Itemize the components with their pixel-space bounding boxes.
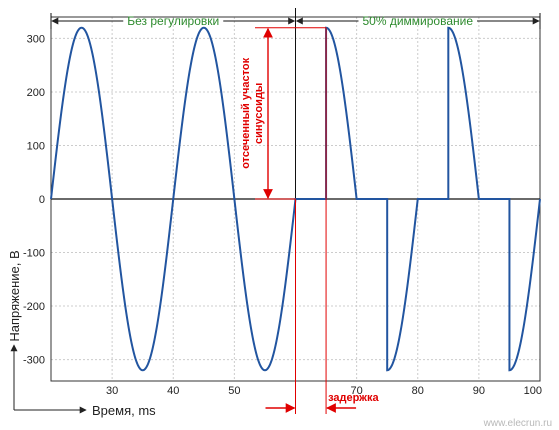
x-axis-label: Время, ms [92, 403, 156, 418]
delay-label: задержка [328, 392, 379, 404]
cut-label-line2: синусоиды [253, 83, 265, 144]
x-tick-label: 40 [167, 385, 179, 397]
x-tick-label: 100 [524, 385, 542, 397]
segment-label-no-regulation: Без регулировки [127, 14, 219, 28]
x-axis-ticks: 30 40 50 70 80 90 100 [106, 385, 542, 397]
y-axis-label: Напряжение, В [7, 250, 22, 341]
y-tick-label: -100 [23, 248, 45, 260]
voltage-series-line [50, 26, 541, 372]
watermark: www.elecrun.ru [483, 418, 552, 429]
segment-bracket-dimming [295, 13, 541, 29]
y-tick-label: 300 [27, 33, 45, 45]
x-tick-label: 90 [473, 385, 485, 397]
y-tick-label: 0 [39, 194, 45, 206]
x-tick-label: 30 [106, 385, 118, 397]
segment-label-dimming: 50% диммирование [362, 14, 473, 28]
x-tick-label: 70 [351, 385, 363, 397]
y-tick-label: 100 [27, 140, 45, 152]
y-axis-ticks: 300 200 100 0 -100 -200 -300 [23, 33, 45, 366]
cut-label-line1: отсеченный участок [240, 57, 252, 168]
x-tick-label: 50 [228, 385, 240, 397]
y-tick-label: -300 [23, 355, 45, 367]
x-tick-label: 80 [412, 385, 424, 397]
y-tick-label: -200 [23, 301, 45, 313]
y-tick-label: 200 [27, 87, 45, 99]
